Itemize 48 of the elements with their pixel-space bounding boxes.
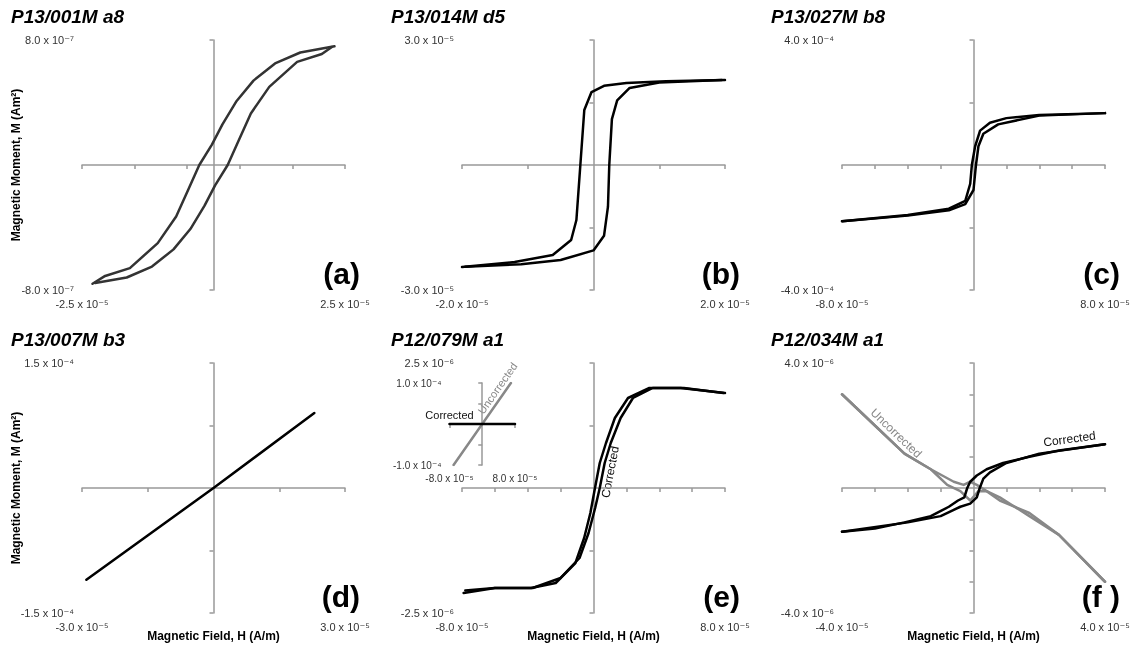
x-tick-label: -4.0 x 10⁻⁵: [815, 620, 869, 633]
x-tick-label: 4.0 x 10⁻⁵: [1080, 620, 1130, 633]
annotation: (f ): [1081, 579, 1120, 613]
text: Corrected: [1042, 428, 1097, 450]
x-axis-title: Magnetic Field, H (A/m): [527, 629, 660, 643]
y-tick-label: -8.0 x 10⁻⁷: [21, 284, 75, 296]
chart-title: P12/079M a1: [391, 329, 505, 350]
x-tick-label: -2.0 x 10⁻⁵: [435, 297, 489, 310]
y-tick-label: -1.0 x 10⁻⁴: [392, 459, 442, 471]
y-tick-label: 8.0 x 10⁻⁷: [25, 34, 75, 46]
y-tick-label: -3.0 x 10⁻⁵: [400, 284, 454, 296]
x-tick-label: -8.0 x 10⁻⁵: [435, 620, 489, 633]
x-tick-label: 8.0 x 10⁻⁵: [492, 472, 538, 484]
y-tick-label: 1.5 x 10⁻⁴: [24, 357, 75, 369]
x-tick-label: 2.0 x 10⁻⁵: [700, 297, 750, 310]
x-tick-label: 3.0 x 10⁻⁵: [320, 620, 370, 633]
y-tick-label: 4.0 x 10⁻⁴: [784, 34, 835, 46]
y-tick-label: -4.0 x 10⁻⁶: [780, 607, 834, 619]
y-tick-label: 1.0 x 10⁻⁴: [396, 377, 442, 389]
x-tick-label: 8.0 x 10⁻⁵: [700, 620, 750, 633]
chart-title: P13/007M b3: [11, 329, 126, 350]
y-tick-label: -2.5 x 10⁻⁶: [400, 607, 454, 619]
y-tick-label: 3.0 x 10⁻⁵: [404, 34, 454, 46]
x-tick-label: -8.0 x 10⁻⁵: [815, 297, 869, 310]
y-axis-title: Magnetic Moment, M (Am²): [9, 88, 23, 242]
annotation: (d): [321, 579, 360, 613]
chart-title: P13/027M b8: [771, 6, 886, 27]
y-axis-title: Magnetic Moment, M (Am²): [9, 411, 23, 565]
x-tick-label: -2.5 x 10⁻⁵: [55, 297, 109, 310]
series-label: Corrected: [425, 409, 474, 421]
chart-title: P13/014M d5: [391, 6, 506, 27]
annotation: (e): [703, 579, 740, 613]
x-tick-label: 2.5 x 10⁻⁵: [320, 297, 370, 310]
x-tick-label: 8.0 x 10⁻⁵: [1080, 297, 1130, 310]
annotation: (a): [323, 256, 360, 290]
x-tick-label: -8.0 x 10⁻⁵: [425, 472, 474, 484]
y-tick-label: 2.5 x 10⁻⁶: [404, 357, 454, 369]
y-tick-label: 4.0 x 10⁻⁶: [784, 357, 834, 369]
annotation: (c): [1083, 256, 1120, 290]
x-axis-title: Magnetic Field, H (A/m): [147, 629, 280, 643]
chart-title: P13/001M a8: [11, 6, 125, 27]
annotation: (b): [701, 256, 740, 290]
chart-title: P12/034M a1: [771, 329, 885, 350]
text: Corrected: [598, 444, 623, 500]
y-tick-label: -4.0 x 10⁻⁴: [780, 284, 835, 296]
y-tick-label: -1.5 x 10⁻⁴: [20, 607, 75, 619]
x-axis-title: Magnetic Field, H (A/m): [907, 629, 1040, 643]
x-tick-label: -3.0 x 10⁻⁵: [55, 620, 109, 633]
